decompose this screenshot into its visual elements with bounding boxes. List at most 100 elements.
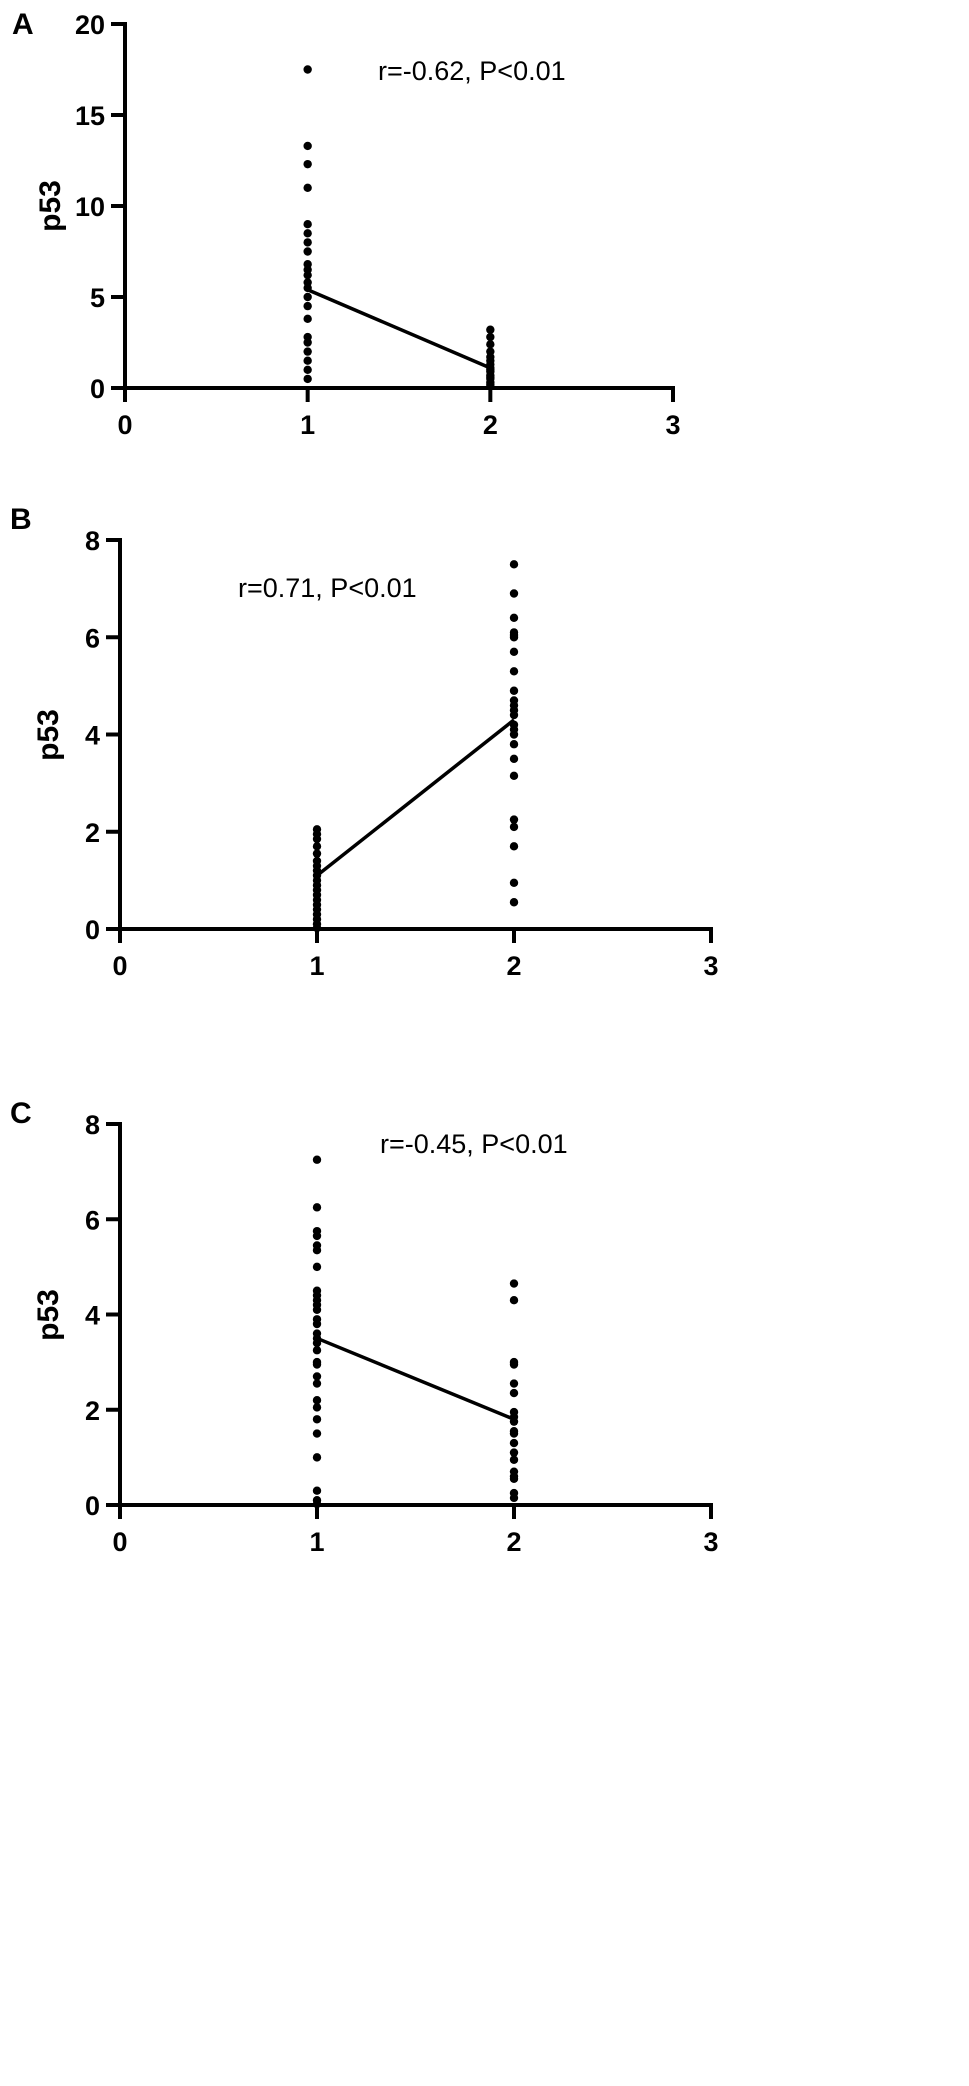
data-point-c (312, 1155, 322, 1164)
data-point-c (509, 1379, 519, 1388)
x-tick-label-c: 3 (703, 1527, 718, 1557)
x-tick-label-b: 3 (703, 951, 718, 981)
data-point-a (303, 314, 312, 324)
y-tick-label-a: 0 (90, 374, 105, 404)
data-point-b (509, 878, 519, 888)
y-tick-label-c: 4 (85, 1301, 100, 1331)
data-point-c (509, 1417, 519, 1426)
data-point-a (486, 381, 495, 391)
data-point-b (312, 923, 322, 933)
x-tick-label-b: 2 (506, 951, 521, 981)
x-tick-label-a: 1 (300, 410, 315, 440)
data-point-b (509, 842, 519, 851)
x-tick-label-a: 3 (665, 410, 680, 440)
data-point-b (509, 667, 519, 676)
data-point-a (303, 365, 312, 374)
x-tick-label-c: 2 (506, 1527, 521, 1557)
data-point-a (486, 332, 495, 342)
data-point-b (509, 771, 519, 781)
trend-line-a (306, 288, 492, 370)
correlation-annotation-b: r=0.71, P<0.01 (238, 573, 417, 603)
x-tick-label-b: 1 (309, 951, 324, 981)
data-point-a (486, 325, 495, 334)
data-point-b (509, 822, 519, 832)
data-point-c (312, 1262, 322, 1272)
data-point-c (312, 1357, 322, 1367)
data-point-c (509, 1493, 519, 1503)
y-tick-label-b: 0 (85, 915, 100, 945)
data-point-c (312, 1499, 322, 1509)
y-tick-label-c: 8 (85, 1110, 100, 1140)
correlation-annotation-c: r=-0.45, P<0.01 (380, 1129, 568, 1159)
data-point-c (312, 1246, 322, 1255)
data-point-b (312, 842, 322, 851)
data-point-c (312, 1372, 322, 1381)
data-point-c (312, 1338, 322, 1348)
data-point-c (312, 1403, 322, 1412)
data-point-b (509, 696, 519, 705)
y-axis-label-c: p53 (32, 1289, 65, 1341)
panel-label-c: C (10, 1097, 32, 1130)
data-point-a (303, 347, 312, 356)
data-point-a (303, 338, 312, 347)
data-point-a (303, 270, 312, 280)
trend-line-b (315, 718, 516, 877)
data-point-b (509, 815, 519, 824)
data-point-a (303, 159, 312, 169)
data-point-a (303, 183, 312, 192)
data-point-b (312, 834, 322, 844)
data-point-c (312, 1429, 322, 1438)
data-point-b (509, 647, 519, 657)
y-tick-label-a: 5 (90, 283, 105, 313)
x-tick-label-a: 0 (117, 410, 132, 440)
y-axis-label-a: p53 (34, 180, 67, 232)
data-point-c (312, 1396, 322, 1405)
data-point-c (509, 1388, 519, 1398)
y-tick-label-b: 2 (85, 818, 100, 848)
data-point-b (509, 754, 519, 764)
data-point-a (303, 356, 312, 365)
data-point-b (509, 710, 519, 720)
data-point-b (509, 898, 519, 907)
data-point-c (312, 1203, 322, 1212)
y-tick-label-a: 10 (75, 192, 105, 222)
data-point-c (509, 1279, 519, 1288)
data-point-c (509, 1438, 519, 1448)
correlation-annotation-a: r=-0.62, P<0.01 (378, 56, 566, 86)
y-tick-label-c: 2 (85, 1396, 100, 1426)
data-point-a (303, 238, 312, 247)
data-point-a (303, 292, 312, 302)
data-point-b (509, 725, 519, 734)
data-point-c (509, 1455, 519, 1464)
y-tick-label-c: 0 (85, 1491, 100, 1521)
data-point-a (486, 340, 495, 349)
data-point-c (509, 1296, 519, 1305)
data-point-a (303, 283, 312, 293)
data-point-c (312, 1315, 322, 1324)
data-point-c (509, 1474, 519, 1484)
panel-label-a: A (12, 8, 34, 41)
data-point-c (312, 1379, 322, 1388)
y-tick-label-a: 15 (75, 101, 105, 131)
x-tick-label-c: 1 (309, 1527, 324, 1557)
y-tick-label-b: 4 (85, 721, 100, 751)
data-point-b (509, 686, 519, 695)
data-point-a (303, 229, 312, 238)
x-tick-label-a: 2 (483, 410, 498, 440)
data-point-a (303, 220, 312, 229)
data-point-c (312, 1453, 322, 1462)
data-point-c (509, 1448, 519, 1457)
data-point-c (312, 1231, 322, 1241)
data-point-c (312, 1300, 322, 1310)
data-point-a (303, 301, 312, 311)
data-point-b (509, 740, 519, 749)
x-tick-label-b: 0 (112, 951, 127, 981)
y-tick-label-c: 6 (85, 1205, 100, 1235)
data-point-c (312, 1415, 322, 1424)
data-point-b (509, 589, 519, 598)
data-point-a (303, 65, 312, 74)
data-point-c (312, 1486, 322, 1495)
